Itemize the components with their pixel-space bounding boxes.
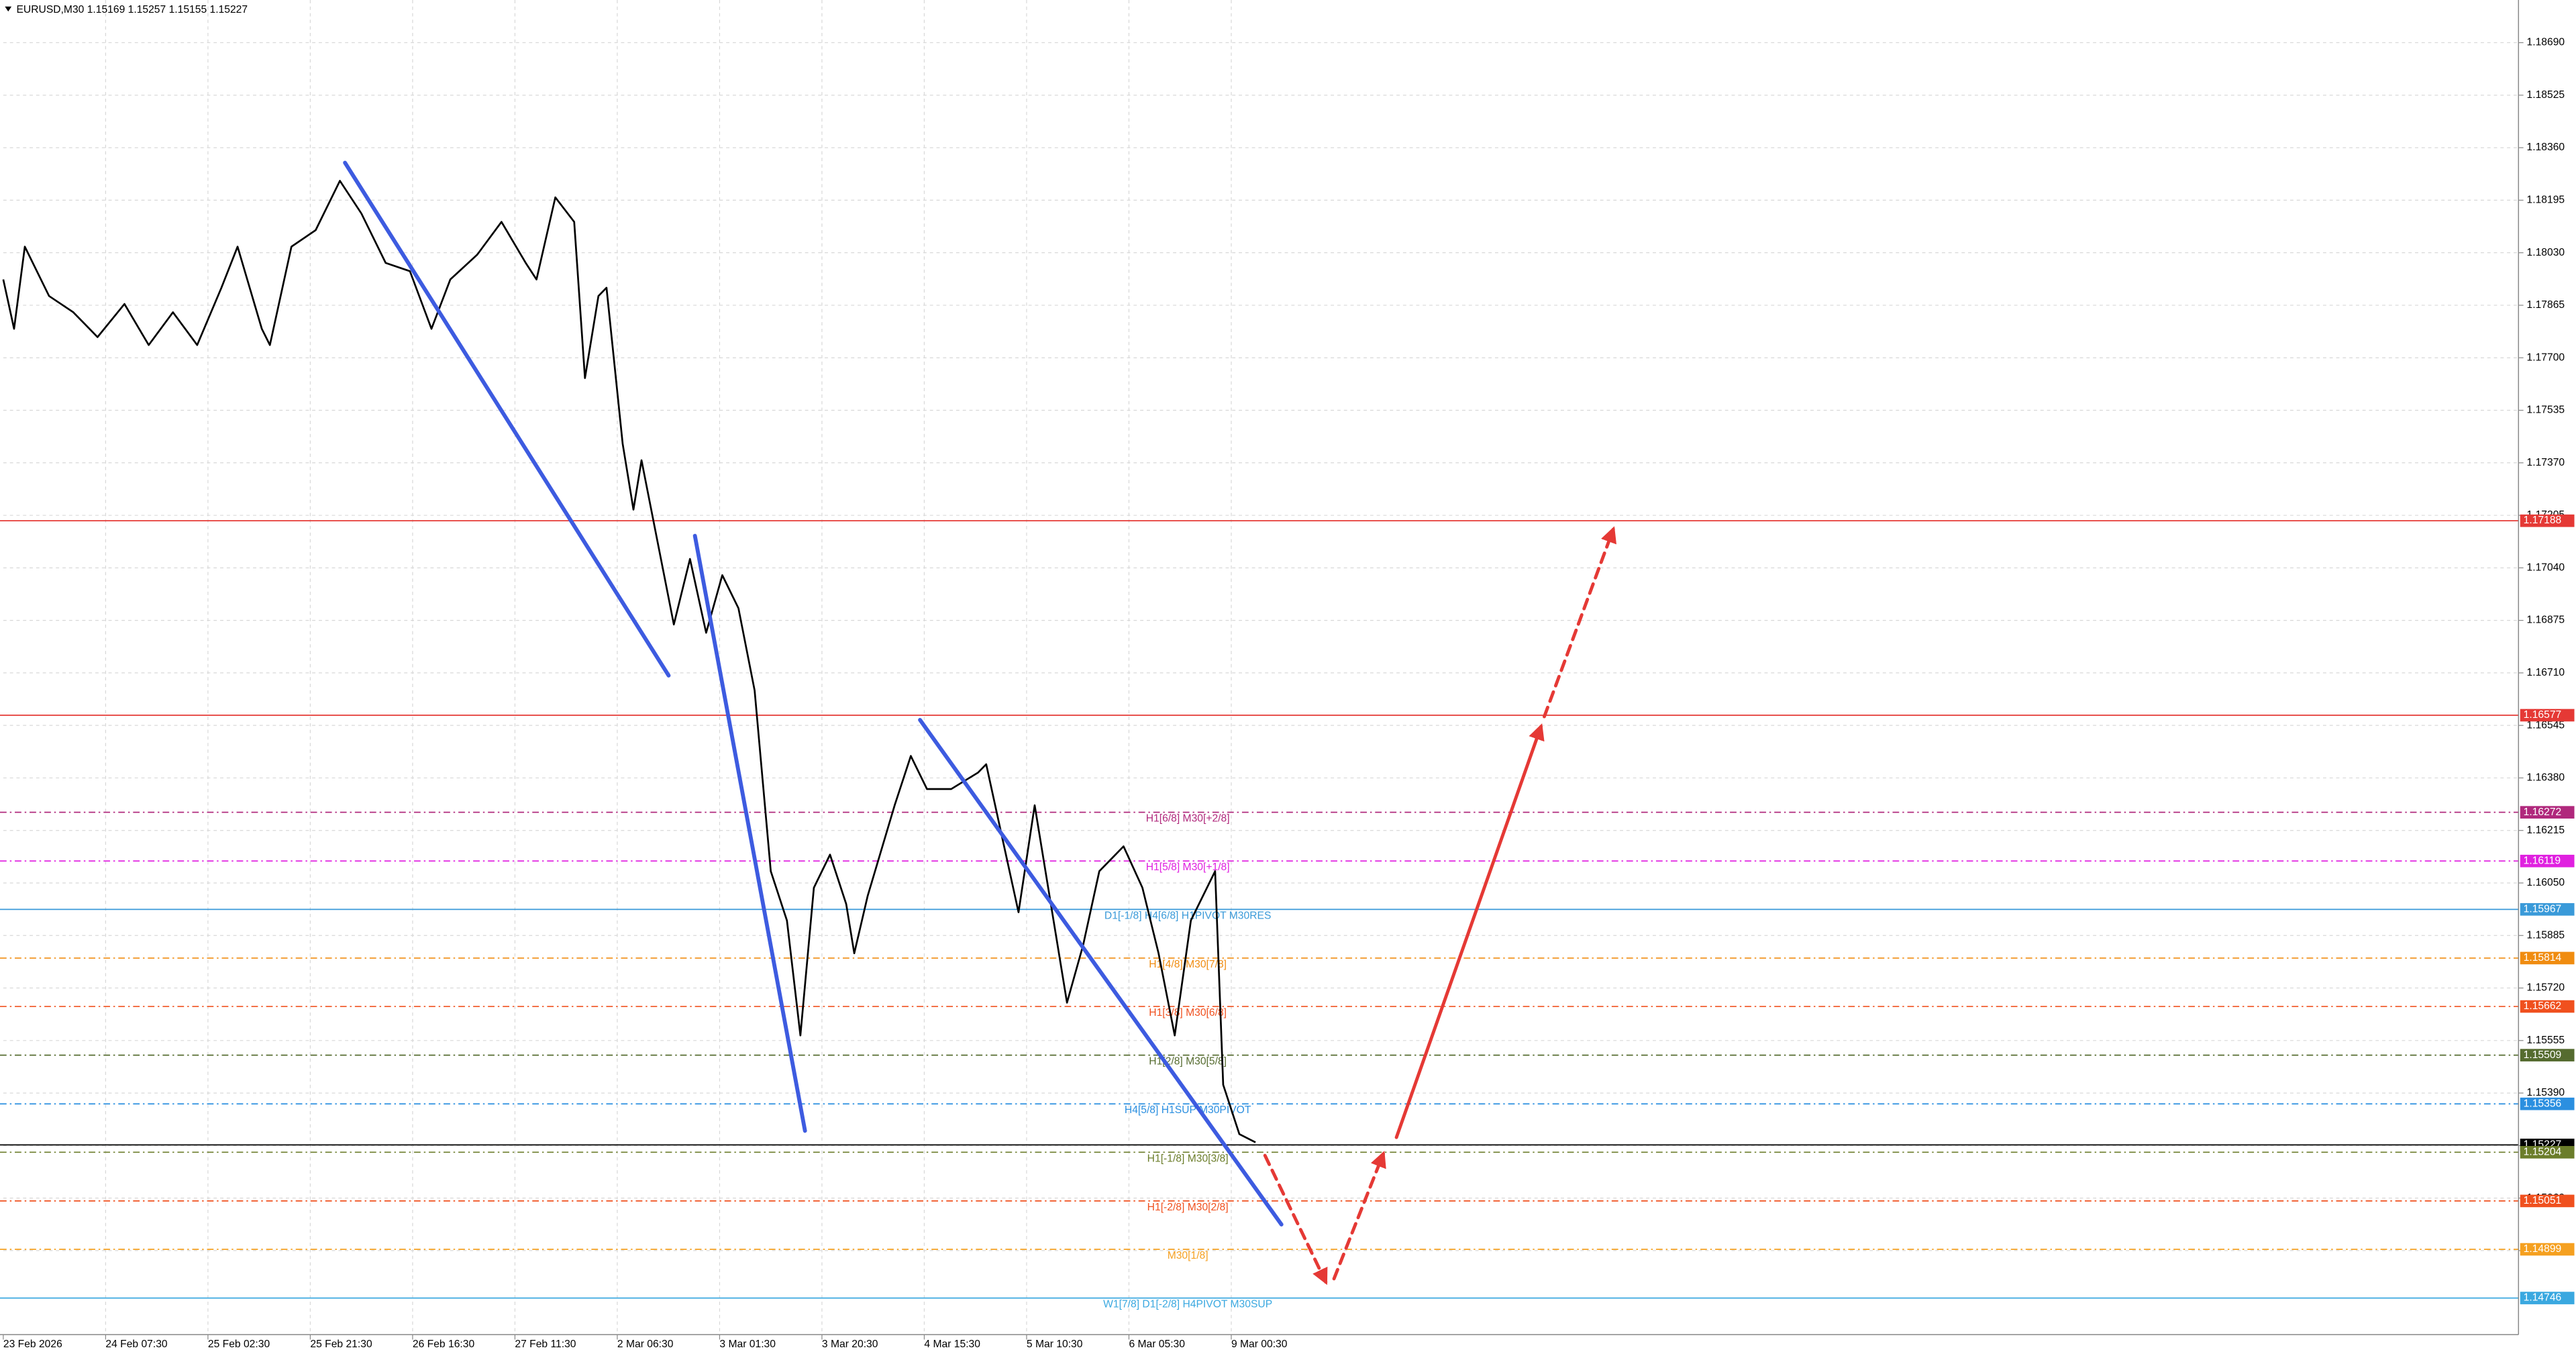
price-box (2520, 1097, 2575, 1110)
price-label: 1.14746 (2524, 1292, 2562, 1304)
price-box (2520, 1000, 2575, 1013)
y-tick-label: 1.17040 (2527, 562, 2565, 573)
drawings (343, 160, 1616, 1286)
price-label: 1.15204 (2524, 1146, 2562, 1157)
forecast-arrow (1394, 723, 1545, 1139)
y-tick-label: 1.17370 (2527, 457, 2565, 468)
forecast-arrow (1263, 1153, 1328, 1286)
level-label: M30[1/8] (1168, 1250, 1208, 1261)
trend-line (918, 718, 1284, 1227)
level-label: H1[6/8] M30[+2/8] (1146, 813, 1230, 825)
price-label: 1.15356 (2524, 1098, 2562, 1109)
level-label: H4[5/8] H1SUP M30PIVOT (1125, 1104, 1251, 1116)
x-tick-label: 5 Mar 10:30 (1027, 1339, 1083, 1350)
price-label: 1.15509 (2524, 1049, 2562, 1061)
level-label: D1[-1/8] H4[6/8] H1PIVOT M30RES (1104, 910, 1272, 921)
series (2, 180, 1256, 1143)
y-tick-label: 1.18030 (2527, 247, 2565, 258)
x-tick-label: 24 Feb 07:30 (105, 1339, 168, 1350)
price-label: 1.15051 (2524, 1195, 2562, 1206)
y-tick-label: 1.16050 (2527, 877, 2565, 888)
price-box (2520, 806, 2575, 819)
price-label: 1.14899 (2524, 1243, 2562, 1255)
price-box (2520, 709, 2575, 722)
trend-line (343, 160, 671, 678)
x-tick-label: 23 Feb 2026 (3, 1339, 62, 1350)
price-box (2520, 1194, 2575, 1208)
y-tick-label: 1.17700 (2527, 352, 2565, 363)
price-box (2520, 1292, 2575, 1304)
price-label: 1.16272 (2524, 806, 2562, 818)
level-label: H1[4/8] M30[7/8] (1149, 959, 1227, 970)
forecast-arrow (1542, 526, 1616, 719)
x-tick-label: 3 Mar 01:30 (719, 1339, 776, 1350)
x-tick-label: 25 Feb 21:30 (310, 1339, 372, 1350)
chart-title: EURUSD,M30 1.15169 1.15257 1.15155 1.152… (16, 4, 248, 15)
levels: H1[6/8] M30[+2/8] H1[5/8] M30[+1/8] D1[-1/… (0, 520, 2519, 1310)
grid (3, 0, 2519, 1335)
x-tick-label: 27 Feb 11:30 (515, 1339, 576, 1350)
y-tick-label: 1.17535 (2527, 405, 2565, 416)
price-box (2520, 903, 2575, 916)
price-box (2520, 1049, 2575, 1061)
y-tick-label: 1.17865 (2527, 299, 2565, 311)
x-tick-label: 25 Feb 02:30 (208, 1339, 270, 1350)
x-tick-label: 9 Mar 00:30 (1231, 1339, 1288, 1350)
time-axis (0, 1335, 2576, 1356)
y-tick-label: 1.16215 (2527, 825, 2565, 836)
y-tick-label: 1.15555 (2527, 1035, 2565, 1046)
level-label: H1[5/8] M30[+1/8] (1146, 862, 1230, 873)
level-label: H1[-1/8] M30[3/8] (1147, 1153, 1229, 1164)
price-label: 1.15814 (2524, 952, 2562, 963)
price-box (2520, 514, 2575, 527)
y-tick-label: 1.15390 (2527, 1087, 2565, 1098)
y-tick-label: 1.18360 (2527, 142, 2565, 153)
y-tick-label: 1.16710 (2527, 667, 2565, 678)
forecast-arrow (1332, 1151, 1386, 1281)
price-label: 1.17188 (2524, 515, 2562, 526)
x-tick-label: 2 Mar 06:30 (617, 1339, 674, 1350)
price-axis (2518, 0, 2576, 1356)
level-label: H1[-2/8] M30[2/8] (1147, 1202, 1229, 1213)
x-tick-label: 26 Feb 16:30 (413, 1339, 475, 1350)
price-box (2520, 951, 2575, 965)
y-tick-label: 1.18195 (2527, 195, 2565, 206)
level-label: W1[7/8] D1[-2/8] H4PIVOT M30SUP (1103, 1299, 1272, 1310)
x-tick-label: 4 Mar 15:30 (924, 1339, 980, 1350)
y-tick-label: 1.16875 (2527, 615, 2565, 626)
y-tick-label: 1.15885 (2527, 929, 2565, 941)
menu-arrow (5, 6, 12, 12)
y-tick-label: 1.18525 (2527, 89, 2565, 101)
price-box (2520, 1146, 2575, 1159)
y-tick-label: 1.16545 (2527, 719, 2565, 731)
price-line (2, 180, 1256, 1143)
level-label: H1[3/8] M30[6/8] (1149, 1007, 1227, 1019)
price-label: 1.15662 (2524, 1000, 2562, 1012)
price-label: 1.16577 (2524, 709, 2562, 721)
price-box (2520, 854, 2575, 868)
price-label: 1.15967 (2524, 903, 2562, 915)
x-tick-label: 3 Mar 20:30 (822, 1339, 878, 1350)
price-box (2520, 1243, 2575, 1256)
y-tick-label: 1.15720 (2527, 982, 2565, 994)
axes: 1.18690 1.18525 1.18360 1.18195 1.18030 1.178… (3, 37, 2575, 1350)
y-tick-label: 1.16380 (2527, 772, 2565, 784)
price-label: 1.16119 (2524, 855, 2561, 866)
y-tick-label: 1.18690 (2527, 37, 2565, 48)
trend-line (692, 533, 807, 1133)
x-tick-label: 6 Mar 05:30 (1129, 1339, 1185, 1350)
